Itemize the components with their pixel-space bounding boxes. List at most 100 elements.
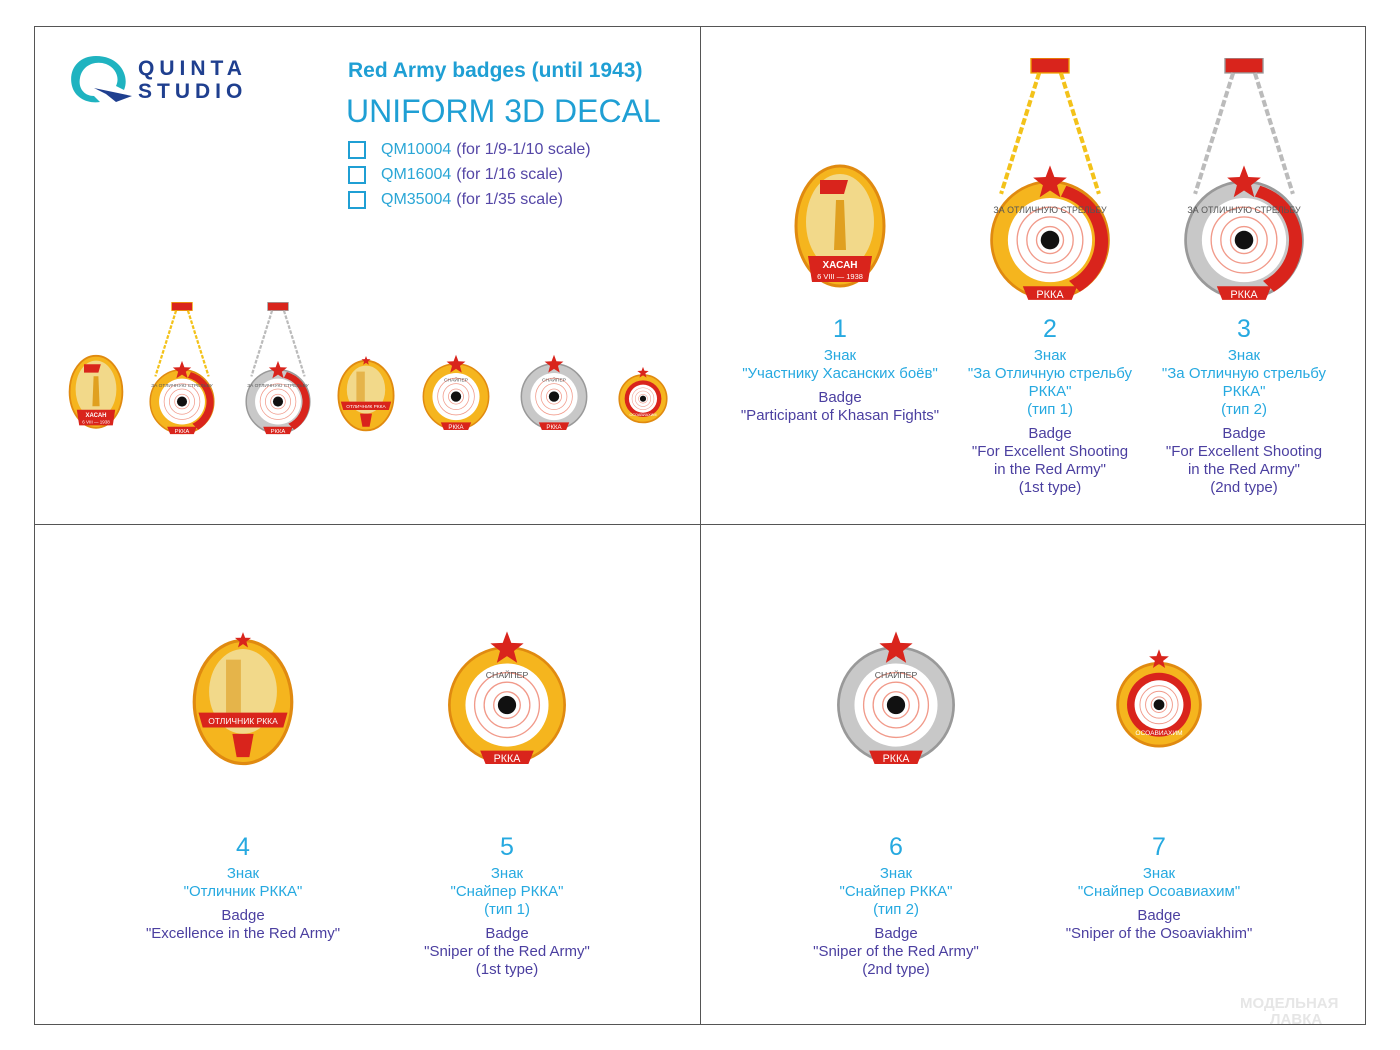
star-mark	[172, 360, 192, 379]
rkka-inscription: РККА	[494, 753, 522, 765]
target-mark	[255, 378, 301, 425]
watermark-line-2: ЛАВКА	[1270, 1011, 1323, 1028]
caption-line: "Participant of Khasan Fights"	[740, 407, 940, 424]
medal-inscription: СНАЙПЕР	[542, 375, 567, 383]
caption-line: Знак	[490, 865, 524, 882]
rkka-inscription: РККА	[1230, 289, 1258, 301]
rkka-inscription: РККА	[271, 429, 286, 435]
caption-line: (2nd type)	[862, 961, 930, 978]
medal-inscription: ЗА ОТЛИЧНУЮ СТРЕЛЬБУ	[247, 383, 309, 389]
option-code: QM16004	[381, 166, 452, 183]
caption-line: "Снайпер РККА"	[450, 883, 564, 900]
caption-russian: Знак "Отличник РККА"	[113, 865, 373, 901]
badge-4-caption: 4 Знак "Отличник РККА" Badge "Excellence in …	[113, 833, 373, 943]
rkka-inscription: РККА	[1036, 289, 1064, 301]
medal-inscription: ЗА ОТЛИЧНУЮ СТРЕЛЬБУ	[151, 383, 213, 389]
caption-english: Badge "For Excellent Shooting in the Red A…	[920, 425, 1180, 497]
caption-english: Badge "For Excellent Shooting in the Red A…	[1114, 425, 1374, 497]
caption-line: "Sniper of the Red Army"	[813, 943, 979, 960]
caption-english: Badge "Sniper of the Red Army" (2nd type)	[766, 925, 1026, 979]
rkka-inscription: РККА	[546, 424, 562, 431]
target-mark	[854, 663, 938, 747]
preview-badge-shooting-silver-icon: ЗА ОТЛИЧНУЮ СТРЕЛЬБУ РККА	[245, 302, 311, 435]
caption-line: in the Red Army"	[1187, 461, 1301, 478]
badge-number: 6	[889, 833, 903, 861]
watermark-line-1: МОДЕЛЬНАЯ	[1240, 995, 1339, 1012]
option-qm10004[interactable]: QM10004 (for 1/9-1/10 scale)	[348, 141, 591, 159]
target-mark	[1201, 197, 1287, 283]
star-mark	[1227, 165, 1261, 198]
star-mark	[544, 354, 564, 373]
option-scale: (for 1/16 scale)	[456, 166, 563, 183]
svg-text:ОСОАВИАХИМ: ОСОАВИАХИМ	[629, 413, 656, 417]
badge-number: 2	[1043, 315, 1057, 343]
caption-line: (тип 2)	[1221, 401, 1267, 418]
star-mark	[637, 366, 649, 378]
target-mark	[159, 378, 205, 425]
caption-line: "Снайпер РККА"	[839, 883, 953, 900]
star-mark	[234, 632, 252, 648]
caption-line: "За Отличную стрельбу	[967, 365, 1133, 382]
caption-line: Знак	[823, 347, 857, 364]
caption-line: Badge	[874, 925, 918, 942]
caption-russian: Знак "За Отличную стрельбу РККА" (тип 1)	[920, 347, 1180, 419]
checkbox[interactable]	[348, 141, 366, 159]
brand-line-2: STUDIO	[138, 80, 248, 103]
divider-vertical	[700, 26, 701, 1025]
option-qm16004[interactable]: QM16004 (for 1/16 scale)	[348, 166, 563, 184]
badge-2-caption: 2 Знак "За Отличную стрельбу РККА" (тип 1) Ba…	[920, 315, 1180, 497]
caption-russian: Знак "Участнику Хасанских боёв"	[710, 347, 970, 383]
caption-line: "For Excellent Shooting	[1165, 443, 1323, 460]
caption-line: Badge	[1028, 425, 1072, 442]
badge-7-caption: 7 Знак "Снайпер Осоавиахим" Badge "Sniper of…	[1029, 833, 1289, 943]
divider-horizontal	[34, 524, 1366, 525]
caption-line: "Отличник РККА"	[183, 883, 303, 900]
caption-line: Знак	[226, 865, 260, 882]
option-qm35004[interactable]: QM35004 (for 1/35 scale)	[348, 191, 563, 209]
caption-line: Badge	[818, 389, 862, 406]
star-mark	[268, 360, 288, 379]
rkka-inscription: РККА	[175, 429, 190, 435]
badge-number: 5	[500, 833, 514, 861]
star-mark	[879, 631, 913, 663]
medal-inscription: СНАЙПЕР	[444, 375, 469, 383]
badge-6-caption: 6 Знак "Снайпер РККА" (тип 2) Badge "Sniper o…	[766, 833, 1026, 979]
caption-line: (1st type)	[1018, 479, 1082, 496]
caption-line: Знак	[1227, 347, 1261, 364]
caption-line: (1st type)	[475, 961, 539, 978]
rkka-inscription: РККА	[448, 424, 464, 431]
checkbox[interactable]	[348, 191, 366, 209]
caption-russian: Знак "Снайпер РККА" (тип 2)	[766, 865, 1026, 919]
checkbox[interactable]	[348, 166, 366, 184]
quinta-logo-icon	[71, 56, 132, 103]
medal-mark: СНАЙПЕР РККА	[422, 354, 490, 431]
star-mark	[1149, 649, 1169, 668]
caption-english: Badge "Excellence in the Red Army"	[113, 907, 373, 943]
badge-2-shooting-gold-icon: ЗА ОТЛИЧНУЮ СТРЕЛЬБУ РККА	[990, 58, 1110, 301]
medal-mark: СНАЙПЕР РККА	[520, 354, 588, 431]
brand-name: QUINTA STUDIO	[138, 57, 247, 103]
caption-line: "Участнику Хасанских боёв"	[742, 365, 938, 382]
badge-3-shooting-silver-icon: ЗА ОТЛИЧНУЮ СТРЕЛЬБУ РККА	[1184, 58, 1304, 301]
option-code: QM35004	[381, 191, 452, 208]
caption-line: (тип 1)	[1027, 401, 1073, 418]
caption-line: (тип 1)	[484, 901, 530, 918]
caption-russian: Знак "Снайпер РККА" (тип 1)	[377, 865, 637, 919]
star-mark	[1033, 165, 1067, 198]
medal-mark: ЗА ОТЛИЧНУЮ СТРЕЛЬБУ РККА	[245, 360, 311, 435]
preview-badge-excellence-icon: ОТЛИЧНИК РККА	[337, 356, 395, 432]
caption-line: in the Red Army"	[993, 461, 1107, 478]
caption-russian: Знак "За Отличную стрельбу РККА" (тип 2)	[1114, 347, 1374, 419]
caption-line: "За Отличную стрельбу	[1161, 365, 1327, 382]
star-mark	[361, 356, 371, 365]
caption-line: Знак	[1142, 865, 1176, 882]
svg-text:ХАСАН: ХАСАН	[822, 260, 857, 271]
badge-7-osoaviakhim-icon: ОСОАВИАХИМ	[1116, 649, 1202, 748]
badge-3-caption: 3 Знак "За Отличную стрельбу РККА" (тип 2) Ba…	[1114, 315, 1374, 497]
svg-text:6 VIII — 1938: 6 VIII — 1938	[82, 420, 110, 425]
caption-line: РККА"	[1222, 383, 1266, 400]
watermark: МОДЕЛЬНАЯ ЛАВКА	[1240, 996, 1338, 1028]
medal-inscription: СНАЙПЕР	[875, 669, 918, 680]
